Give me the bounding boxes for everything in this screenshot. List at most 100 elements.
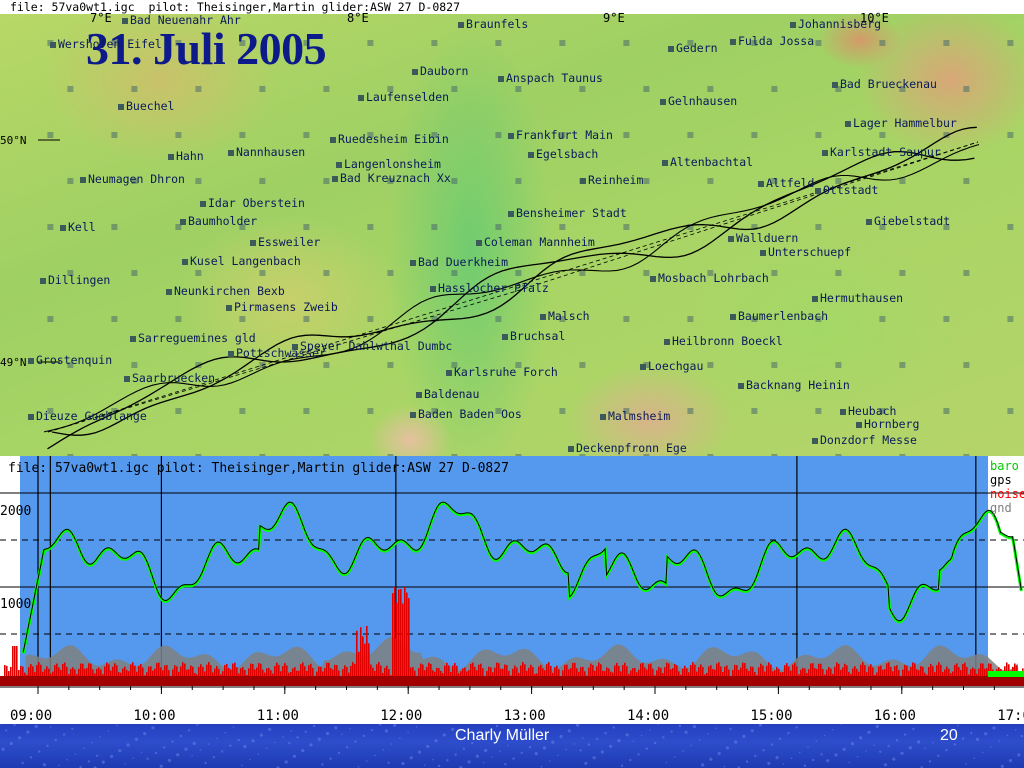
place-name: Kusel Langenbach — [190, 254, 301, 268]
place-marker-icon — [815, 187, 821, 194]
noise-bar — [64, 662, 66, 686]
footer-speck — [167, 758, 172, 763]
noise-bar — [940, 664, 942, 686]
grid-marker — [899, 270, 906, 276]
noise-bar — [456, 665, 458, 686]
grid-marker — [451, 362, 458, 368]
place-marker-icon — [166, 288, 172, 295]
noise-bar — [938, 662, 940, 686]
place-label: Heilbronn Boeckl — [664, 335, 783, 347]
footer-speck — [345, 746, 349, 749]
grid-marker — [815, 224, 822, 230]
legend-gps: gps — [990, 473, 1012, 487]
place-marker-icon — [292, 343, 298, 350]
noise-bar — [452, 665, 454, 686]
grid-marker — [879, 132, 886, 138]
footer-speck — [309, 743, 313, 747]
noise-bar — [700, 664, 702, 686]
place-marker-icon — [332, 175, 338, 182]
footer-speck — [49, 726, 52, 728]
footer-speck — [154, 751, 158, 755]
grid-marker — [431, 224, 438, 230]
footer-speck — [709, 757, 713, 761]
noise-bar — [38, 662, 40, 686]
footer-speck — [961, 737, 965, 740]
footer-speck — [600, 750, 605, 754]
noise-bar — [250, 663, 252, 686]
noise-bar — [210, 665, 212, 686]
place-name: Ruedesheim Eibin — [338, 132, 449, 146]
footer-speck — [46, 744, 49, 748]
footer-speck — [21, 761, 24, 765]
place-name: Essweiler — [258, 235, 321, 249]
grid-marker — [943, 316, 950, 322]
noise-bar — [622, 664, 624, 686]
place-label: Wallduern — [728, 232, 798, 244]
place-marker-icon — [498, 75, 504, 82]
grid-marker — [303, 224, 310, 230]
footer-speck — [146, 757, 149, 760]
footer-speck — [575, 724, 580, 727]
place-marker-icon — [200, 200, 206, 207]
noise-bar — [258, 662, 260, 686]
grid-marker — [175, 132, 182, 138]
noise-bar — [504, 664, 506, 686]
footer-speck — [725, 746, 730, 750]
place-label: Mosbach Lohrbach — [650, 272, 769, 284]
place-name: Hermuthausen — [820, 291, 904, 305]
noise-bar — [14, 646, 16, 686]
noise-bar — [556, 665, 558, 686]
grid-marker — [687, 408, 694, 414]
noise-bar — [844, 663, 846, 686]
noise-bar — [422, 664, 424, 686]
place-label: Neunkirchen Bexb — [166, 285, 285, 297]
noise-bar — [690, 665, 692, 686]
place-name: Baumerlenbach — [738, 309, 829, 323]
place-name: Fulda Jossa — [738, 34, 815, 48]
footer-speck — [798, 751, 801, 754]
place-label: Bad Duerkheim — [410, 256, 508, 268]
grid-marker — [899, 362, 906, 368]
footer-speck — [499, 750, 501, 752]
footer-speck — [434, 739, 438, 743]
footer-speck — [504, 763, 507, 766]
noise-bar — [234, 662, 236, 686]
footer-speck — [274, 741, 276, 744]
place-name: Langenlonsheim — [344, 157, 441, 171]
grid-marker — [111, 408, 118, 414]
footer-speck — [928, 760, 932, 763]
noise-bar — [208, 662, 210, 686]
place-name: Wallduern — [736, 231, 799, 245]
footer-speck — [887, 744, 890, 748]
footer-speck — [224, 731, 227, 734]
x-tick-label: 15:00 — [750, 708, 792, 724]
noise-bar — [506, 665, 508, 686]
footer-speck — [321, 763, 324, 766]
place-label: Karlstadt Saupur — [822, 146, 941, 158]
footer-speck — [179, 734, 182, 738]
map-file-header: file: 57va0wt1.igc pilot: Theisinger,Mar… — [0, 0, 1024, 14]
place-name: Braunfels — [466, 17, 529, 31]
grid-marker — [387, 86, 394, 92]
footer-speck — [290, 730, 293, 732]
noise-bar — [428, 662, 430, 686]
place-label: Frankfurt Main — [508, 129, 613, 141]
place-marker-icon — [730, 38, 736, 45]
footer-speck — [357, 766, 360, 768]
footer-speck — [787, 731, 790, 735]
footer-speck — [532, 727, 534, 730]
grid-marker — [495, 40, 502, 46]
footer-speck — [973, 757, 976, 759]
place-marker-icon — [738, 382, 744, 389]
footer-speck — [865, 750, 867, 752]
grid-marker — [323, 362, 330, 368]
place-marker-icon — [124, 375, 130, 382]
noise-bar — [56, 663, 58, 686]
grid-marker — [559, 408, 566, 414]
place-name: Giebelstadt — [874, 214, 951, 228]
footer-speck — [0, 724, 1, 725]
noise-bar — [206, 664, 208, 686]
grid-marker — [879, 40, 886, 46]
grid-marker — [771, 178, 778, 184]
footer-speck — [957, 724, 959, 727]
